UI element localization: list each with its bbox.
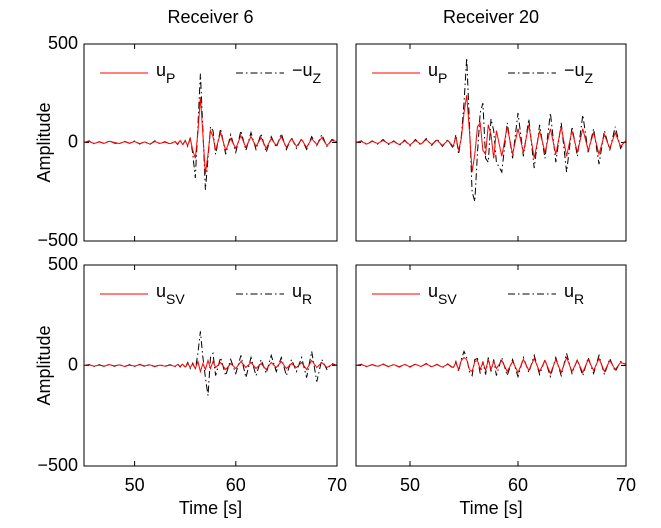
axes-box [355,264,627,467]
legend-name: u [156,60,166,80]
axes-box [83,43,338,242]
x-tick-label: 60 [508,475,528,495]
panel-title: Receiver 20 [443,7,539,27]
series-line [83,331,338,396]
legend-name: u [428,281,438,301]
x-tick-label: 50 [400,475,420,495]
x-tick-label: 70 [327,475,347,495]
legend-name: u [428,60,438,80]
legend-name: u [292,281,302,301]
y-axis-label: Amplitude [34,102,54,182]
axes-box [355,43,627,242]
y-tick-label: −500 [37,455,78,475]
panel: Receiver 20 uP −uZ [355,7,627,242]
y-tick-label: 500 [48,33,78,53]
y-tick-label: −500 [37,230,78,250]
y-axis-label: Amplitude [34,325,54,405]
legend-label: −uZ [564,60,594,86]
legend-label: uP [156,60,175,86]
plot-area [356,44,626,241]
legend-label: uP [428,60,447,86]
x-tick-label: 60 [226,475,246,495]
y-tick-label: 0 [68,354,78,374]
legend-name: −u [564,60,585,80]
legend-subscript: Z [313,70,322,86]
legend-label: uSV [156,281,185,307]
legend-name: u [156,281,166,301]
legend-subscript: R [574,291,584,307]
x-axis-label: Time [s] [179,498,242,518]
legend-subscript: SV [438,291,457,307]
series-line [355,95,627,173]
legend-name: −u [292,60,313,80]
legend-subscript: R [302,291,312,307]
x-tick-label: 50 [125,475,145,495]
legend-label: uR [564,281,584,307]
legend-subscript: SV [166,291,185,307]
y-tick-label: 0 [68,131,78,151]
legend-name: u [564,281,574,301]
legend-subscript: Z [585,70,594,86]
axes-box [83,264,338,467]
legend-subscript: P [438,70,447,86]
series-line [355,356,627,375]
legend-subscript: P [166,70,175,86]
panel: Receiver 6 Amplitude −500 0 500 uP −uZ [34,7,338,250]
x-tick-label: 70 [616,475,636,495]
series-line [83,358,338,374]
x-axis-label: Time [s] [459,498,522,518]
panel-title: Receiver 6 [167,7,253,27]
legend-label: uR [292,281,312,307]
legend-label: uSV [428,281,457,307]
legend-label: −uZ [292,60,322,86]
series-line [83,97,338,175]
y-tick-label: 500 [48,254,78,274]
